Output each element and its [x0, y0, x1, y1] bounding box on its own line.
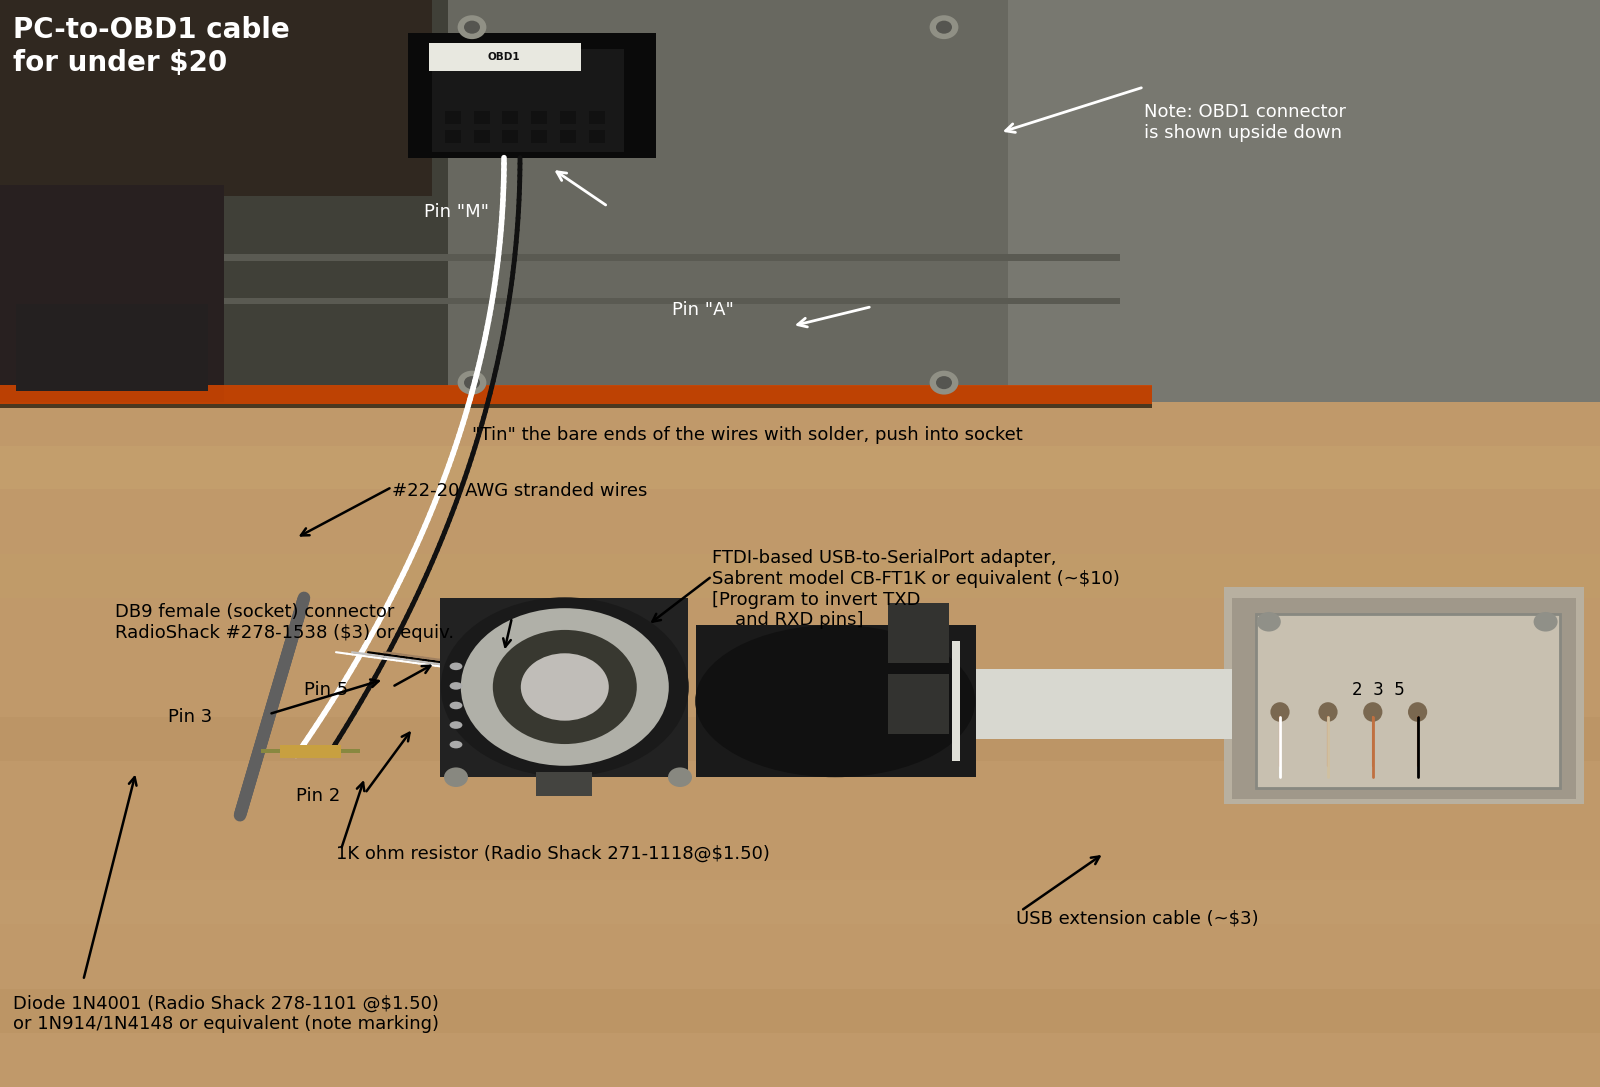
Ellipse shape — [696, 625, 976, 777]
Bar — [224, 298, 1120, 304]
Bar — [429, 43, 581, 71]
Text: Pin "A": Pin "A" — [672, 301, 734, 318]
Bar — [1224, 587, 1584, 804]
Ellipse shape — [450, 683, 462, 690]
Ellipse shape — [450, 702, 462, 710]
Text: Note: OBD1 connector
is shown upside down: Note: OBD1 connector is shown upside dow… — [1144, 103, 1346, 142]
Bar — [888, 603, 949, 663]
Text: FTDI-based USB-to-SerialPort adapter,
Sabrent model CB-FT1K or equivalent (~$10): FTDI-based USB-to-SerialPort adapter, Sa… — [712, 549, 1120, 629]
Ellipse shape — [450, 662, 462, 670]
Bar — [474, 130, 490, 143]
Ellipse shape — [450, 722, 462, 729]
Ellipse shape — [458, 371, 486, 395]
Bar — [531, 111, 547, 124]
Ellipse shape — [1258, 612, 1280, 632]
Text: Pin "M": Pin "M" — [424, 203, 490, 221]
Ellipse shape — [440, 598, 690, 776]
Text: "Tin" the bare ends of the wires with solder, push into socket: "Tin" the bare ends of the wires with so… — [472, 426, 1022, 443]
Ellipse shape — [458, 15, 486, 39]
Ellipse shape — [936, 21, 952, 34]
Ellipse shape — [520, 653, 608, 721]
Bar — [474, 111, 490, 124]
Bar — [560, 111, 576, 124]
Ellipse shape — [464, 376, 480, 389]
Bar — [0, 989, 1600, 1033]
Bar — [341, 749, 360, 753]
Bar — [0, 385, 1152, 404]
Text: DB9 female (socket) connector
RadioShack #278-1538 ($3) or equiv.: DB9 female (socket) connector RadioShack… — [115, 603, 454, 642]
Bar — [0, 304, 1600, 348]
Ellipse shape — [936, 376, 952, 389]
Bar — [0, 880, 1600, 924]
Bar — [224, 254, 1120, 261]
Text: Pin 5: Pin 5 — [304, 682, 349, 699]
Text: Pin 2: Pin 2 — [296, 787, 341, 804]
Bar — [0, 0, 1152, 402]
Text: Diode 1N4001 (Radio Shack 278-1101 @$1.50)
or 1N914/1N4148 or equivalent (note m: Diode 1N4001 (Radio Shack 278-1101 @$1.5… — [13, 995, 438, 1034]
Bar — [1008, 0, 1600, 402]
Bar — [440, 598, 688, 777]
Ellipse shape — [464, 21, 480, 34]
Ellipse shape — [930, 371, 958, 395]
Ellipse shape — [1270, 702, 1290, 722]
Bar — [0, 717, 1600, 761]
Bar — [589, 111, 605, 124]
Ellipse shape — [930, 15, 958, 39]
Bar — [0, 554, 1600, 598]
Text: #22-20 AWG stranded wires: #22-20 AWG stranded wires — [392, 483, 648, 500]
Bar — [952, 669, 1432, 739]
Ellipse shape — [1533, 612, 1557, 632]
Bar — [0, 0, 432, 196]
Ellipse shape — [461, 609, 669, 765]
Bar — [448, 0, 1152, 402]
Text: Pin 3: Pin 3 — [168, 709, 213, 726]
Text: OBD1: OBD1 — [488, 51, 520, 62]
Bar — [502, 130, 518, 143]
Text: PC-to-OBD1 cable
for under $20: PC-to-OBD1 cable for under $20 — [13, 16, 290, 77]
Bar — [589, 130, 605, 143]
Text: 1K ohm resistor (Radio Shack 271-1118@$1.50): 1K ohm resistor (Radio Shack 271-1118@$1… — [336, 845, 770, 862]
Bar — [0, 446, 1600, 489]
Ellipse shape — [1408, 702, 1427, 722]
Bar — [408, 33, 656, 158]
Bar — [888, 674, 949, 734]
Bar — [432, 49, 624, 152]
Bar — [536, 772, 592, 796]
Ellipse shape — [493, 630, 637, 744]
Bar — [1256, 614, 1560, 788]
Ellipse shape — [1363, 702, 1382, 722]
Bar — [16, 304, 208, 391]
Ellipse shape — [1318, 702, 1338, 722]
Bar — [445, 130, 461, 143]
Bar — [696, 625, 976, 777]
Bar — [0, 386, 1152, 408]
Bar — [261, 749, 280, 753]
Bar — [1232, 598, 1576, 799]
Ellipse shape — [669, 767, 691, 787]
Bar — [560, 130, 576, 143]
Text: 2  3  5: 2 3 5 — [1352, 682, 1405, 699]
Ellipse shape — [443, 767, 467, 787]
Bar — [502, 111, 518, 124]
Bar — [952, 641, 960, 761]
Bar — [0, 185, 224, 402]
Bar — [280, 745, 341, 758]
Text: USB extension cable (~$3): USB extension cable (~$3) — [1016, 910, 1259, 927]
Bar — [445, 111, 461, 124]
Ellipse shape — [450, 741, 462, 748]
Bar — [531, 130, 547, 143]
Bar — [1256, 614, 1560, 788]
